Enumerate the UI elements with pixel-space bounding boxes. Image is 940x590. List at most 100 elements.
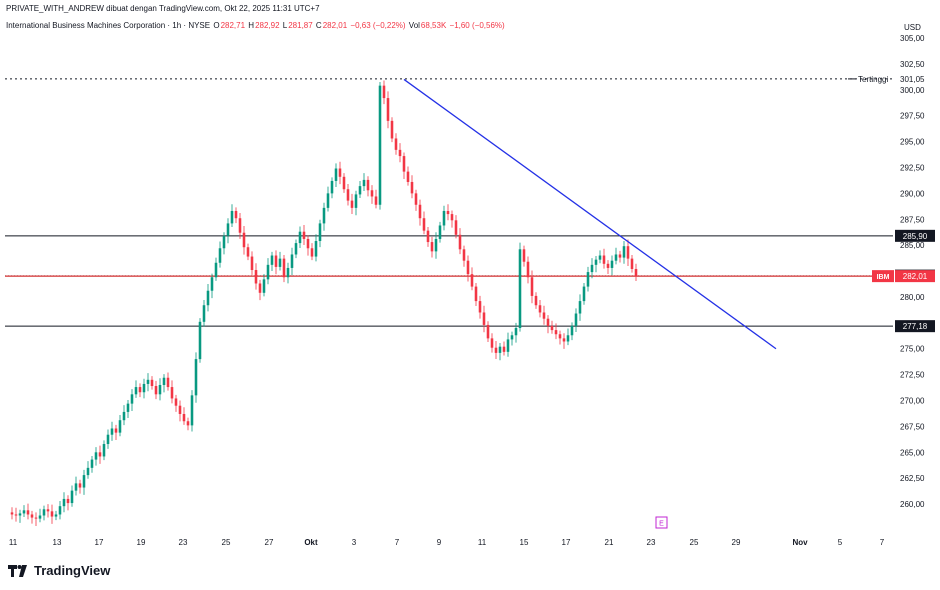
candle-body — [58, 506, 62, 515]
candle-body — [610, 260, 614, 268]
open-label: O — [213, 21, 220, 30]
candle-body — [262, 279, 266, 293]
candle-body — [450, 214, 454, 221]
x-tick-label: 13 — [53, 538, 62, 547]
candle-body — [250, 256, 254, 271]
change-value: −0,63 (−0,22%) — [350, 21, 406, 30]
volume-change-value: −1,60 (−0,56%) — [449, 21, 505, 30]
candle-body — [490, 338, 494, 348]
candle-body — [558, 334, 562, 339]
candle-body — [194, 359, 198, 396]
x-tick-label: 7 — [395, 538, 400, 547]
candle-body — [210, 277, 214, 291]
candle-body — [410, 181, 414, 194]
symbol-name: International Business Machines Corporat… — [6, 21, 211, 30]
x-tick-label: 19 — [137, 538, 146, 547]
candle-body — [174, 398, 178, 406]
symbol-legend: International Business Machines Corporat… — [6, 21, 506, 30]
candle-body — [526, 261, 530, 278]
candle-body — [474, 286, 478, 302]
candle-body — [614, 254, 618, 261]
y-tick-label: 287,50 — [900, 215, 925, 224]
y-tick-label: 272,50 — [900, 371, 925, 380]
candle-body — [494, 347, 498, 353]
candle-body — [114, 428, 118, 433]
candle-body — [282, 258, 286, 278]
trendline — [403, 78, 777, 350]
candle-body — [398, 149, 402, 157]
candle-body — [466, 260, 470, 275]
x-tick-label: 15 — [520, 538, 529, 547]
candle-body — [302, 231, 306, 239]
candle-body — [506, 339, 510, 352]
candle-body — [542, 312, 546, 319]
candle-body — [18, 513, 22, 516]
candle-body — [438, 225, 442, 239]
candle-body — [562, 338, 566, 342]
candle-body — [290, 254, 294, 268]
candle-body — [246, 247, 250, 257]
candle-body — [162, 377, 166, 385]
candle-body — [534, 295, 538, 306]
candle-body — [50, 511, 54, 517]
candle-body — [626, 246, 630, 259]
candle-body — [430, 242, 434, 252]
high-level-label: Tertinggi — [858, 75, 888, 84]
candle-body — [234, 210, 238, 219]
candle-body — [598, 255, 602, 260]
candle-body — [206, 290, 210, 306]
candle-body — [414, 193, 418, 205]
candle-body — [222, 235, 226, 249]
candle-body — [350, 200, 354, 208]
candle-body — [62, 498, 66, 507]
high-value: 282,92 — [255, 21, 280, 30]
candle-body — [306, 238, 310, 249]
candle-body — [338, 168, 342, 177]
candle-body — [634, 268, 638, 277]
candle-body — [94, 452, 98, 460]
candle-body — [386, 98, 390, 121]
candle-body — [118, 420, 122, 433]
candle-body — [590, 264, 594, 273]
candle-body — [502, 346, 506, 352]
candle-body — [14, 514, 18, 516]
open-value: 282,71 — [220, 21, 246, 30]
candle-body — [442, 210, 446, 226]
candle-body — [254, 270, 258, 284]
candle-body — [522, 249, 526, 262]
candle-body — [382, 85, 386, 99]
y-tick-label: 275,00 — [900, 345, 925, 354]
candle-body — [546, 318, 550, 326]
y-tick-label: 300,00 — [900, 86, 925, 95]
candle-body — [622, 246, 626, 258]
candle-body — [346, 189, 350, 201]
candle-body — [286, 267, 290, 278]
candle-body — [362, 179, 366, 187]
candle-body — [214, 262, 218, 278]
candle-body — [110, 428, 114, 435]
candle-body — [358, 186, 362, 195]
candle-body — [158, 384, 162, 395]
candle-body — [266, 264, 270, 280]
candle-body — [70, 490, 74, 504]
candle-body — [66, 498, 70, 504]
candle-body — [602, 255, 606, 264]
candle-body — [106, 434, 110, 445]
candle-body — [434, 238, 438, 252]
x-tick-label: 27 — [265, 538, 274, 547]
candle-body — [394, 138, 398, 150]
close-value: 282,01 — [322, 21, 348, 30]
candle-body — [426, 230, 430, 243]
candle-body — [278, 258, 282, 267]
candle-body — [146, 379, 150, 384]
x-tick-label: Okt — [304, 538, 318, 547]
candle-body — [322, 207, 326, 224]
candle-body — [514, 328, 518, 336]
candle-body — [354, 194, 358, 208]
candle-body — [390, 120, 394, 139]
candle-body — [202, 305, 206, 322]
y-tick-label: 262,50 — [900, 474, 925, 483]
candle-body — [554, 330, 558, 335]
candle-body — [366, 179, 370, 191]
